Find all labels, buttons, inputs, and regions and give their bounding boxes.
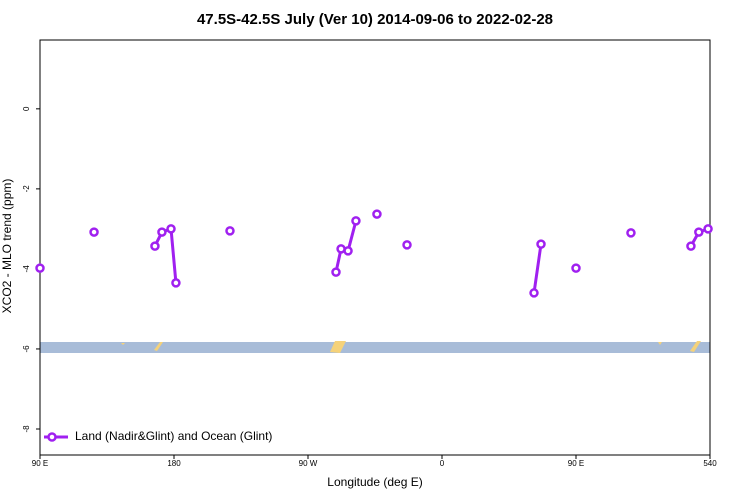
data-point bbox=[351, 216, 361, 226]
data-point bbox=[225, 226, 235, 236]
series-line bbox=[153, 226, 178, 284]
x-tick-label: 540 bbox=[703, 459, 717, 468]
data-point bbox=[331, 267, 341, 277]
data-point bbox=[694, 227, 704, 237]
map-strip bbox=[40, 341, 710, 353]
series-line bbox=[532, 243, 543, 294]
data-point bbox=[402, 240, 412, 250]
y-axis-label: XCO2 - MLO trend (ppm) bbox=[0, 179, 14, 314]
data-point bbox=[571, 263, 581, 273]
data-point bbox=[343, 246, 353, 256]
y-tick-label: 0 bbox=[22, 106, 31, 111]
data-point bbox=[89, 227, 99, 237]
data-point bbox=[703, 224, 713, 234]
y-tick-label: -2 bbox=[22, 185, 31, 193]
data-point bbox=[372, 209, 382, 219]
data-point bbox=[35, 263, 45, 273]
y-tick-label: -6 bbox=[22, 345, 31, 353]
data-point bbox=[171, 278, 181, 288]
plot-frame bbox=[39, 39, 711, 456]
chart-title: 47.5S-42.5S July (Ver 10) 2014-09-06 to … bbox=[197, 11, 553, 28]
legend-label: Land (Nadir&Glint) and Ocean (Glint) bbox=[75, 429, 272, 443]
x-axis-label: Longitude (deg E) bbox=[327, 475, 422, 489]
data-point bbox=[150, 241, 160, 251]
x-tick-label: 90 E bbox=[568, 459, 584, 468]
x-tick-label: 180 bbox=[167, 459, 181, 468]
y-tick-label: -8 bbox=[22, 425, 31, 433]
data-point bbox=[686, 241, 696, 251]
data-point bbox=[166, 224, 176, 234]
x-tick-label: 90 W bbox=[299, 459, 318, 468]
data-point bbox=[536, 239, 546, 249]
data-point bbox=[626, 228, 636, 238]
data-point bbox=[529, 288, 539, 298]
y-tick-label: -4 bbox=[22, 265, 31, 273]
x-tick-label: 90 E bbox=[32, 459, 48, 468]
legend-marker bbox=[47, 432, 57, 442]
x-tick-label: 0 bbox=[440, 459, 445, 468]
data-point bbox=[157, 227, 167, 237]
